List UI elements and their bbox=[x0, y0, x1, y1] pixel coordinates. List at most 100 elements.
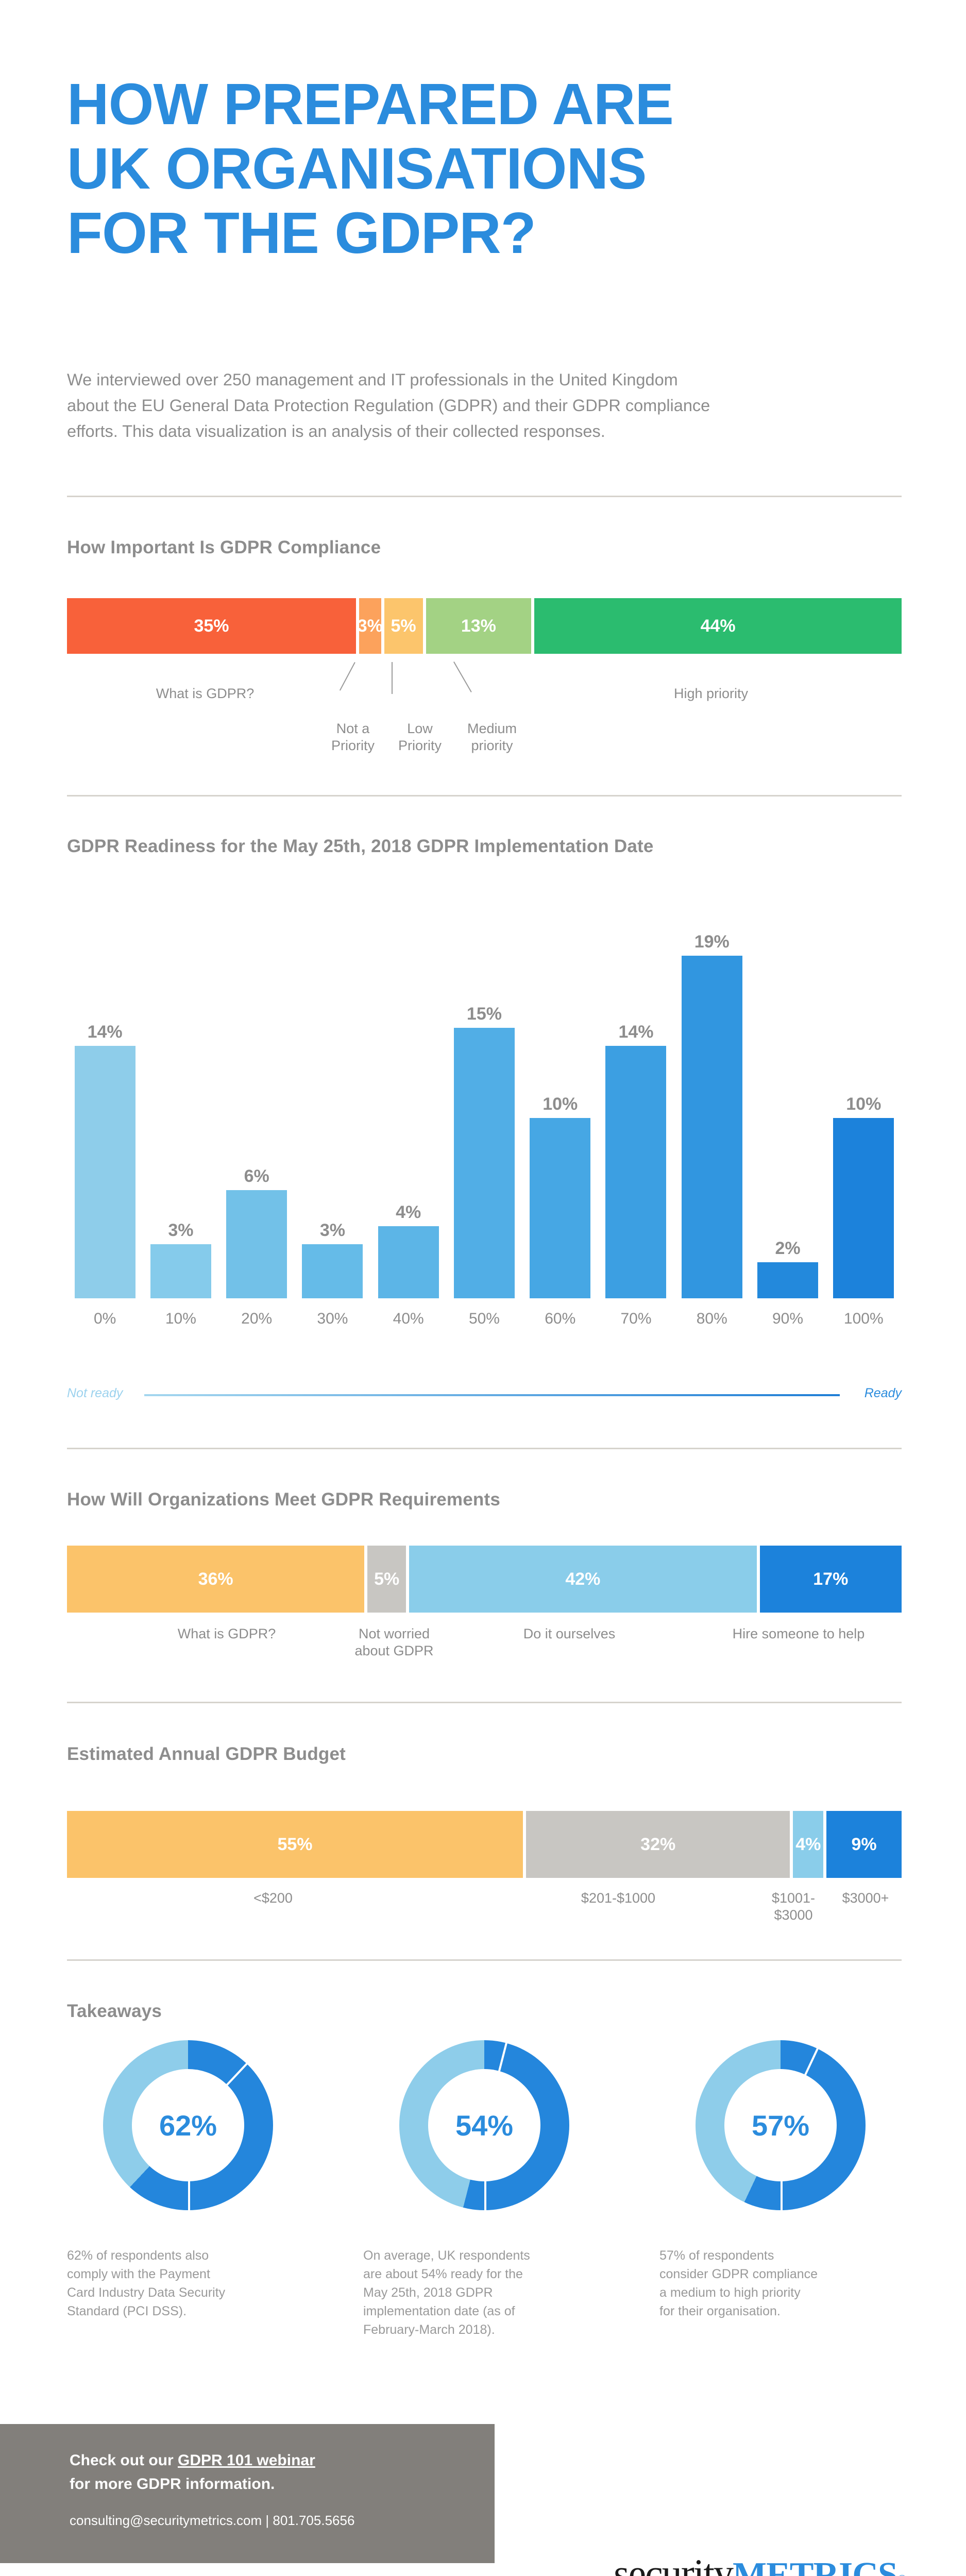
readiness-bar-5[interactable] bbox=[453, 1028, 515, 1298]
title-line-3: FOR THE GDPR? bbox=[67, 200, 536, 265]
page-header: HOW PREPARED ARE UK ORGANISATIONS FOR TH… bbox=[67, 72, 902, 265]
divider-3 bbox=[67, 1448, 902, 1449]
donut-value-1: 54% bbox=[455, 2109, 514, 2142]
cta-suffix: for more GDPR information. bbox=[70, 2476, 275, 2493]
meet-stacked-bar: 36% 5% 42% 17% bbox=[67, 1546, 902, 1613]
budget-segment-2[interactable]: 4% bbox=[793, 1811, 827, 1878]
importance-segment-2[interactable]: 5% bbox=[384, 598, 426, 654]
leader-line-low-priority bbox=[392, 662, 393, 694]
x-tick-10: 100% bbox=[843, 1310, 884, 1327]
intro-paragraph: We interviewed over 250 management and I… bbox=[67, 367, 876, 444]
readiness-bar-1[interactable] bbox=[150, 1244, 211, 1298]
gdpr-101-webinar-link[interactable]: GDPR 101 webinar bbox=[178, 2452, 315, 2469]
x-tick-1: 10% bbox=[165, 1310, 196, 1327]
readiness-bar-3[interactable] bbox=[302, 1244, 363, 1298]
readiness-bar-8[interactable] bbox=[681, 956, 742, 1298]
takeaway-2: 57% 57% of respondents consider GDPR com… bbox=[659, 2040, 902, 2318]
readiness-plot-area: 14% 3% 6% 3% 4% 15% bbox=[67, 932, 902, 1298]
readiness-value-9: 2% bbox=[775, 1239, 801, 1258]
budget-segment-3[interactable]: 9% bbox=[826, 1811, 902, 1878]
readiness-column-7[interactable]: 14% bbox=[598, 938, 674, 1298]
scale-label-not-ready: Not ready bbox=[67, 1386, 123, 1400]
donut-chart-0[interactable]: 62% bbox=[103, 2040, 273, 2210]
meet-caption-3: Hire someone to help bbox=[732, 1626, 865, 1641]
readiness-column-3[interactable]: 3% bbox=[295, 938, 370, 1298]
readiness-scale: Not ready Ready bbox=[67, 1386, 902, 1401]
readiness-value-0: 14% bbox=[87, 1022, 123, 1042]
cta-prefix: Check out our bbox=[70, 2452, 178, 2469]
budget-segment-0[interactable]: 55% bbox=[67, 1811, 526, 1878]
meet-segment-1[interactable]: 5% bbox=[367, 1546, 410, 1613]
importance-segment-3[interactable]: 13% bbox=[426, 598, 535, 654]
meet-value-3: 17% bbox=[813, 1569, 849, 1589]
readiness-column-4[interactable]: 4% bbox=[370, 938, 446, 1298]
readiness-x-axis: 0% 10% 20% 30% 40% 50% 60% 70% 80% 90% 1… bbox=[67, 1310, 902, 1328]
readiness-bar-0[interactable] bbox=[74, 1046, 135, 1298]
donut-chart-2[interactable]: 57% bbox=[696, 2040, 866, 2210]
x-tick-4: 40% bbox=[393, 1310, 424, 1327]
section-title-readiness: GDPR Readiness for the May 25th, 2018 GD… bbox=[67, 836, 654, 856]
divider-2 bbox=[67, 795, 902, 796]
importance-value-1: 3% bbox=[359, 616, 383, 636]
readiness-bar-6[interactable] bbox=[530, 1118, 591, 1298]
meet-segment-3[interactable]: 17% bbox=[759, 1546, 902, 1613]
readiness-column-6[interactable]: 10% bbox=[522, 938, 598, 1298]
intro-line-1: We interviewed over 250 management and I… bbox=[67, 370, 678, 389]
takeaway-0: 62% 62% of respondents also comply with … bbox=[67, 2040, 309, 2318]
importance-caption-0: What is GDPR? bbox=[156, 686, 255, 701]
readiness-bar-9[interactable] bbox=[757, 1262, 819, 1298]
takeaway-caption-0: 62% of respondents also comply with the … bbox=[67, 2248, 226, 2318]
importance-value-4: 44% bbox=[700, 616, 736, 636]
x-tick-0: 0% bbox=[93, 1310, 116, 1327]
x-tick-3: 30% bbox=[317, 1310, 348, 1327]
meet-value-2: 42% bbox=[565, 1569, 601, 1589]
importance-segment-0[interactable]: 35% bbox=[67, 598, 359, 654]
importance-caption-4: High priority bbox=[673, 686, 749, 701]
section-title-meet: How Will Organizations Meet GDPR Require… bbox=[67, 1489, 501, 1510]
x-tick-7: 70% bbox=[620, 1310, 652, 1327]
readiness-column-2[interactable]: 6% bbox=[219, 938, 295, 1298]
budget-stacked-bar: 55% 32% 4% 9% bbox=[67, 1811, 902, 1878]
readiness-value-7: 14% bbox=[618, 1022, 654, 1042]
logo-text-metrics: METRICS bbox=[733, 2555, 898, 2576]
readiness-column-8[interactable]: 19% bbox=[674, 932, 750, 1298]
x-tick-9: 90% bbox=[772, 1310, 804, 1327]
importance-value-2: 5% bbox=[391, 616, 416, 636]
takeaway-1: 54% On average, UK respondents are about… bbox=[363, 2040, 605, 2337]
readiness-column-10[interactable]: 10% bbox=[826, 938, 902, 1298]
meet-segment-0[interactable]: 36% bbox=[67, 1546, 368, 1613]
importance-segment-1[interactable]: 3% bbox=[359, 598, 384, 654]
scale-rule bbox=[144, 1394, 840, 1396]
readiness-value-3: 3% bbox=[319, 1221, 345, 1240]
importance-segment-4[interactable]: 44% bbox=[534, 598, 902, 654]
readiness-value-1: 3% bbox=[168, 1221, 194, 1240]
registered-trademark-icon: ® bbox=[897, 2573, 907, 2576]
section-title-takeaways: Takeaways bbox=[67, 2001, 162, 2021]
cta-text: Check out our GDPR 101 webinar for more … bbox=[70, 2449, 315, 2496]
readiness-column-1[interactable]: 3% bbox=[143, 938, 218, 1298]
readiness-bar-chart: 14% 3% 6% 3% 4% 15% bbox=[67, 896, 902, 1298]
logo-text-security: security bbox=[614, 2551, 734, 2576]
importance-stacked-bar: 35% 3% 5% 13% 44% bbox=[67, 598, 902, 654]
readiness-column-9[interactable]: 2% bbox=[750, 938, 825, 1298]
readiness-bar-4[interactable] bbox=[378, 1226, 439, 1298]
donut-chart-1[interactable]: 54% bbox=[399, 2040, 569, 2210]
budget-value-1: 32% bbox=[640, 1834, 676, 1854]
readiness-bar-7[interactable] bbox=[605, 1046, 667, 1298]
cta-box: Check out our GDPR 101 webinar for more … bbox=[0, 2424, 495, 2563]
readiness-value-2: 6% bbox=[244, 1166, 269, 1186]
readiness-value-10: 10% bbox=[846, 1094, 882, 1114]
readiness-column-0[interactable]: 14% bbox=[67, 938, 143, 1298]
cta-contact[interactable]: consulting@securitymetrics.com | 801.705… bbox=[70, 2513, 355, 2528]
meet-caption-0: What is GDPR? bbox=[177, 1626, 276, 1641]
meet-segment-2[interactable]: 42% bbox=[409, 1546, 760, 1613]
readiness-bar-10[interactable] bbox=[833, 1118, 894, 1298]
meet-caption-2: Do it ourselves bbox=[523, 1626, 616, 1641]
section-title-importance: How Important Is GDPR Compliance bbox=[67, 537, 381, 557]
readiness-column-5[interactable]: 15% bbox=[446, 938, 522, 1298]
leader-line-not-a-priority bbox=[339, 662, 355, 691]
budget-segment-1[interactable]: 32% bbox=[526, 1811, 793, 1878]
budget-caption-1: $201-$1000 bbox=[581, 1890, 656, 1906]
readiness-bar-2[interactable] bbox=[226, 1190, 287, 1298]
